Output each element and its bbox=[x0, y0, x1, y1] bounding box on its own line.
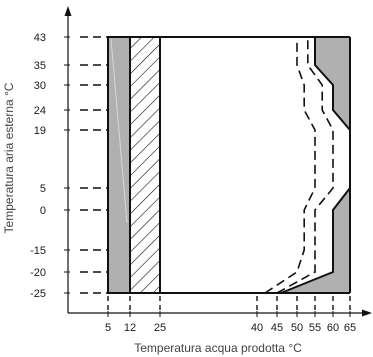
gray-region-right bbox=[281, 37, 350, 293]
regions-layer bbox=[107, 36, 351, 294]
x-tick-label: 55 bbox=[309, 322, 321, 334]
x-tick-label: 25 bbox=[154, 322, 166, 334]
y-tick-label: 30 bbox=[34, 80, 46, 92]
x-tick-label: 65 bbox=[344, 322, 356, 334]
y-tick-label: 5 bbox=[40, 183, 46, 195]
y-tick-label: 24 bbox=[34, 105, 46, 117]
y-axis-title: Temperatura aria esterna °C bbox=[2, 82, 16, 233]
dashed-limits-layer bbox=[264, 37, 334, 294]
y-axis-arrow bbox=[64, 6, 72, 16]
y-tick-label: ‑20 bbox=[30, 267, 46, 279]
x-tick-label: 50 bbox=[291, 322, 303, 334]
y-tick-label: 19 bbox=[34, 125, 46, 137]
y-tick-label: ‑15 bbox=[30, 245, 46, 257]
y-tick-label: 0 bbox=[40, 205, 46, 217]
x-tick-label: 60 bbox=[327, 322, 339, 334]
x-axis-arrow bbox=[362, 309, 372, 317]
x-axis-title: Temperatura acqua prodotta °C bbox=[134, 341, 302, 355]
x-tick-label: 45 bbox=[271, 322, 283, 334]
dashed-limit-2 bbox=[276, 37, 334, 294]
hatched-region bbox=[129, 36, 161, 294]
dashed-limit-1 bbox=[264, 37, 316, 294]
x-tick-label: 40 bbox=[251, 322, 263, 334]
y-tick-label: 35 bbox=[34, 60, 46, 72]
gray-region-left-diagonal bbox=[110, 38, 128, 224]
x-tick-label: 5 bbox=[105, 322, 111, 334]
gray-region-left bbox=[107, 36, 131, 294]
y-tick-label: ‑25 bbox=[30, 288, 46, 300]
x-tick-label: 12 bbox=[124, 322, 136, 334]
y-tick-label: 43 bbox=[34, 32, 46, 44]
